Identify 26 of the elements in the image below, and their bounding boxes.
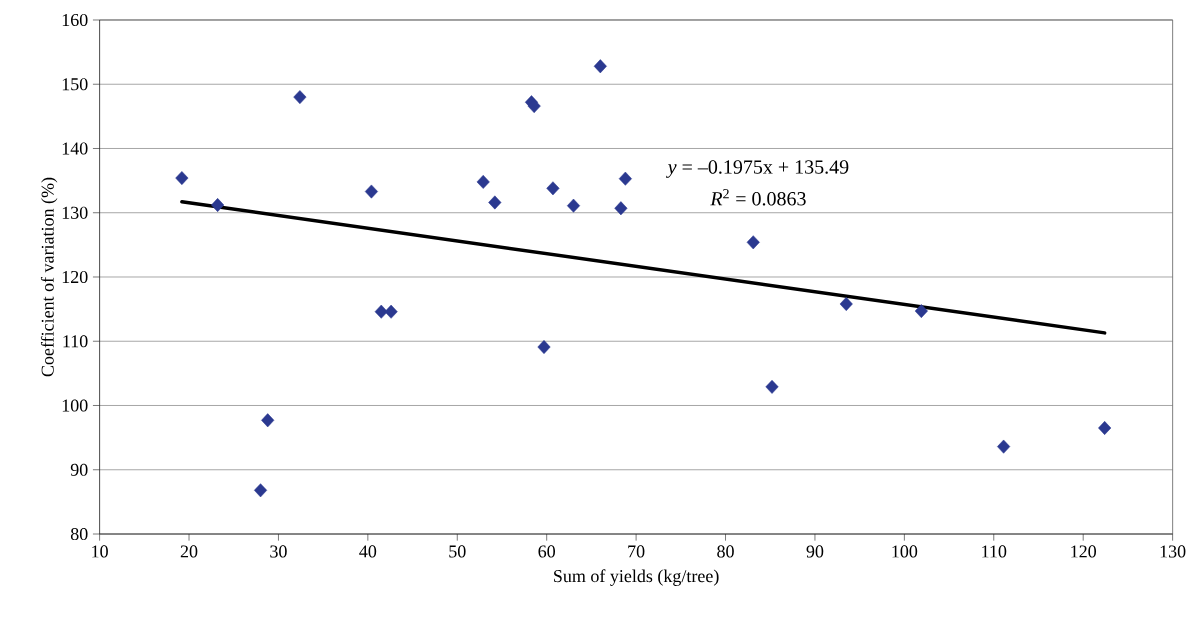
y-tick-label: 90	[70, 463, 88, 476]
x-tick-label: 50	[449, 545, 466, 558]
x-tick-label: 110	[982, 545, 1007, 558]
x-tick-label: 100	[892, 545, 918, 558]
x-tick-label: 10	[92, 545, 108, 558]
x-tick-label: 30	[270, 545, 287, 558]
y-tick-label: 160	[62, 13, 88, 27]
y-tick-label: 130	[62, 206, 88, 219]
x-tick-label: 60	[538, 545, 556, 558]
x-tick-label: 40	[359, 545, 377, 558]
y-tick-label: 140	[62, 142, 88, 155]
x-tick-label: 70	[628, 545, 645, 558]
x-tick-label: 90	[806, 545, 824, 558]
annotation: R$^{2}$ = 0.0863	[710, 189, 806, 206]
annotation: y = –0.1975x + 135.49	[666, 160, 849, 178]
x-tick-label: 20	[180, 545, 198, 558]
y-axis-title: Coefficient of variation (%)	[40, 177, 58, 377]
y-tick-label: 110	[63, 335, 88, 348]
y-tick-label: 100	[62, 399, 88, 412]
x-tick-label: 80	[717, 545, 734, 558]
y-tick-label: 150	[62, 78, 88, 91]
x-tick-label: 130	[1160, 545, 1186, 558]
x-axis-title: Sum of yields (kg/tree)	[554, 569, 719, 586]
y-tick-label: 120	[62, 270, 88, 284]
x-tick-label: 120	[1071, 545, 1097, 558]
y-tick-label: 80	[70, 527, 88, 541]
